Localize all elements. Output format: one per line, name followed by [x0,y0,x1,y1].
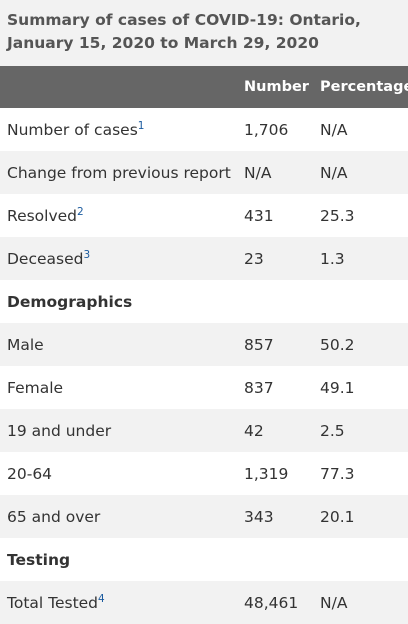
table-row: 20-64 1,319 77.3 [0,452,408,495]
row-percentage: 49.1 [320,378,355,397]
row-number [237,280,313,323]
row-label: 20-64 [7,464,53,483]
row-label: Female [7,378,64,397]
header-number: Number [244,79,309,95]
row-label: Deceased3 [7,248,91,268]
row-label: 65 and over [7,507,101,526]
table-row: Change from previous report N/A N/A [0,151,408,194]
table-row: Male 857 50.2 [0,323,408,366]
header-percentage: Percentage [320,79,408,95]
table-header-row: Number Percentage [0,66,408,108]
row-percentage: N/A [320,163,348,182]
section-row-testing: Testing [0,538,408,581]
row-number: 857 [244,335,274,354]
row-number: 837 [244,378,274,397]
row-number [237,538,313,581]
table-row: Number of cases1 1,706 N/A [0,108,408,151]
row-label: Number of cases1 [7,119,145,139]
footnote-link[interactable]: 1 [137,119,145,132]
row-label: 19 and under [7,421,112,440]
row-percentage: 77.3 [320,464,355,483]
row-number: 42 [244,421,264,440]
header-label [0,66,237,108]
section-heading: Testing [7,550,71,569]
table-row: 65 and over 343 20.1 [0,495,408,538]
table-row: Female 837 49.1 [0,366,408,409]
row-number: 1,319 [244,464,289,483]
row-label: Total Tested4 [7,592,105,612]
section-row-demographics: Demographics [0,280,408,323]
table-row: 19 and under 42 2.5 [0,409,408,452]
row-percentage: 50.2 [320,335,355,354]
row-number: 23 [244,249,264,268]
row-number: 1,706 [244,120,289,139]
footnote-link[interactable]: 4 [98,592,105,605]
row-percentage [313,280,408,323]
row-percentage: 25.3 [320,206,355,225]
row-label: Change from previous report [7,163,231,182]
table-row: Total Tested4 48,461 N/A [0,581,408,624]
row-percentage [313,538,408,581]
row-percentage: N/A [320,120,348,139]
row-number: N/A [244,163,272,182]
section-heading: Demographics [7,292,133,311]
row-label: Resolved2 [7,205,84,225]
footnote-link[interactable]: 3 [83,248,91,261]
row-number: 343 [244,507,274,526]
row-number: 431 [244,206,274,225]
table-row: Resolved2 431 25.3 [0,194,408,237]
row-label: Male [7,335,44,354]
row-percentage: N/A [320,593,348,612]
row-percentage: 1.3 [320,249,345,268]
footnote-link[interactable]: 2 [77,205,84,218]
row-number: 48,461 [244,593,299,612]
row-percentage: 2.5 [320,421,345,440]
row-percentage: 20.1 [320,507,355,526]
covid-summary-table: Number Percentage Number of cases1 1,706… [0,66,408,624]
table-caption: Summary of cases of COVID-19: Ontario, J… [0,0,408,66]
table-row: Deceased3 23 1.3 [0,237,408,280]
